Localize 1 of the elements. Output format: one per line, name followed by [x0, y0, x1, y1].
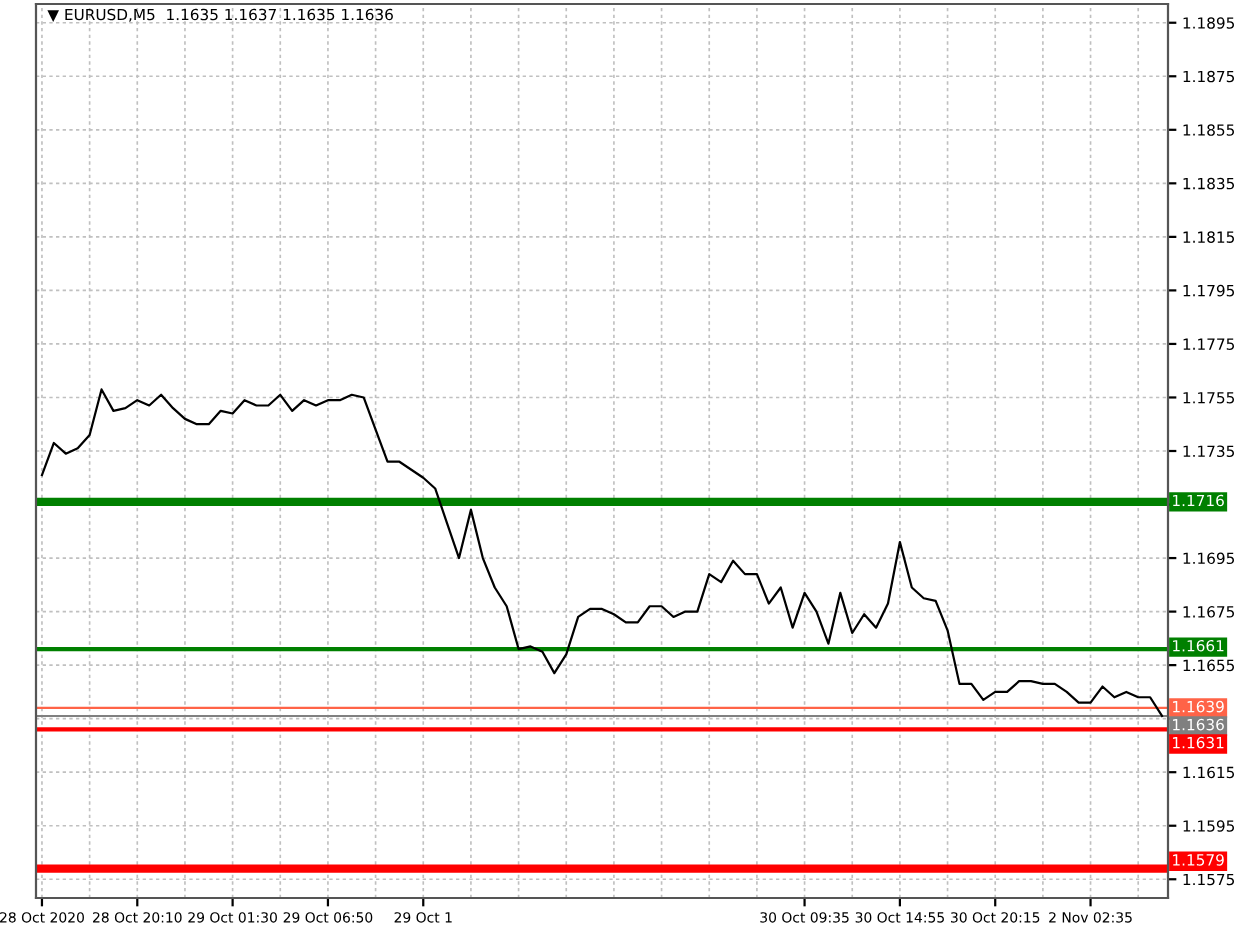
- line-series: [40, 388, 1164, 718]
